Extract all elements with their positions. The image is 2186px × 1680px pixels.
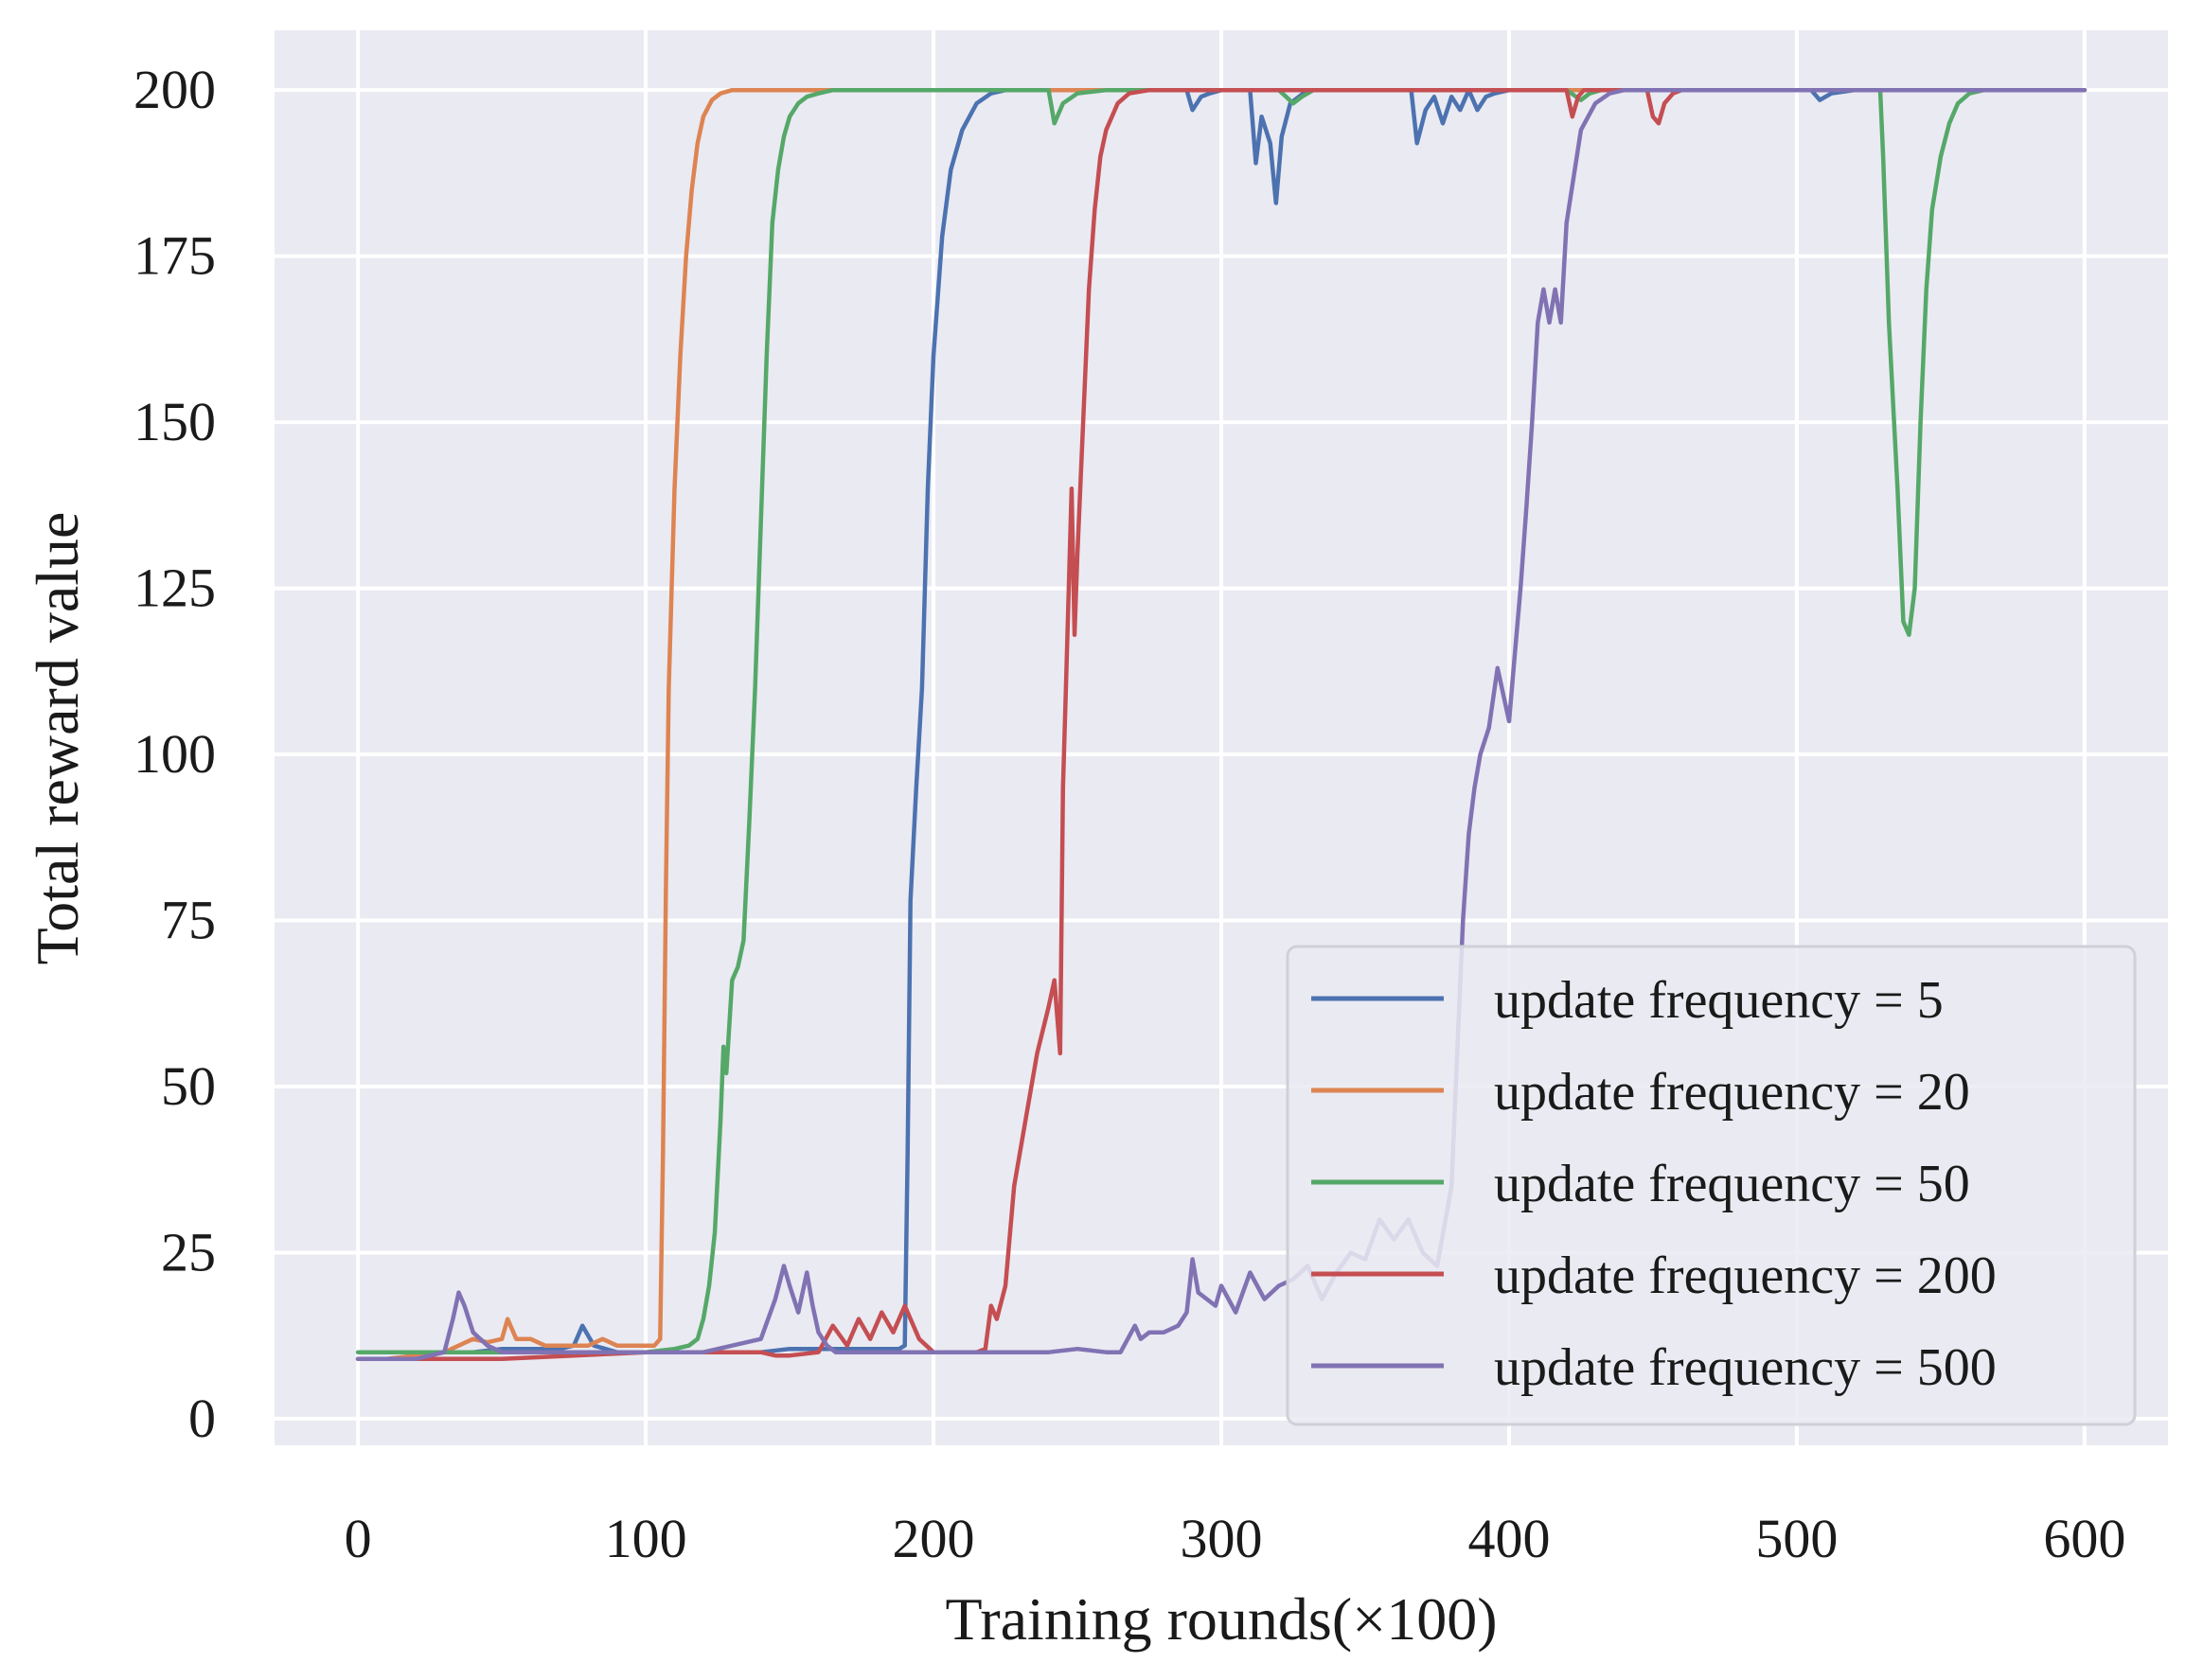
- y-axis-label: Total reward value: [24, 512, 91, 965]
- x-tick-label: 400: [1467, 1508, 1550, 1569]
- legend-label: update frequency = 500: [1494, 1338, 1997, 1397]
- y-tick-label: 150: [133, 391, 216, 452]
- y-tick-labels: 0 25 50 75 100 125 150 175 200: [133, 59, 216, 1449]
- series-lines: [355, 87, 2088, 1362]
- series-line-2: [355, 87, 2088, 1362]
- legend-label: update frequency = 200: [1494, 1247, 1997, 1305]
- y-tick-label: 175: [133, 225, 216, 287]
- y-tick-label: 100: [133, 723, 216, 785]
- y-tick-label: 125: [133, 557, 216, 619]
- legend-box: [1286, 945, 2137, 1426]
- series-line-4: [355, 87, 2088, 1362]
- x-tick-label: 500: [1755, 1508, 1838, 1569]
- x-tick-label: 600: [2043, 1508, 2125, 1569]
- legend: update frequency = 5 update frequency = 2…: [1286, 945, 2137, 1426]
- y-tick-label: 25: [161, 1221, 216, 1282]
- legend-label: update frequency = 5: [1494, 971, 1944, 1030]
- x-tick-label: 100: [605, 1508, 687, 1569]
- x-axis-label: Training rounds(×100): [945, 1585, 1497, 1653]
- y-tick-label: 200: [133, 59, 216, 120]
- legend-label: update frequency = 50: [1494, 1155, 1970, 1213]
- y-tick-label: 0: [188, 1388, 216, 1449]
- y-tick-label: 50: [161, 1055, 216, 1117]
- x-tick-labels: 0 100 200 300 400 500 600: [345, 1508, 2126, 1569]
- y-tick-label: 75: [161, 890, 216, 951]
- series-line-5: [355, 87, 2088, 1362]
- legend-label: update frequency = 20: [1494, 1063, 1970, 1122]
- x-tick-label: 200: [893, 1508, 975, 1569]
- x-tick-label: 0: [345, 1508, 372, 1569]
- x-tick-label: 300: [1181, 1508, 1263, 1569]
